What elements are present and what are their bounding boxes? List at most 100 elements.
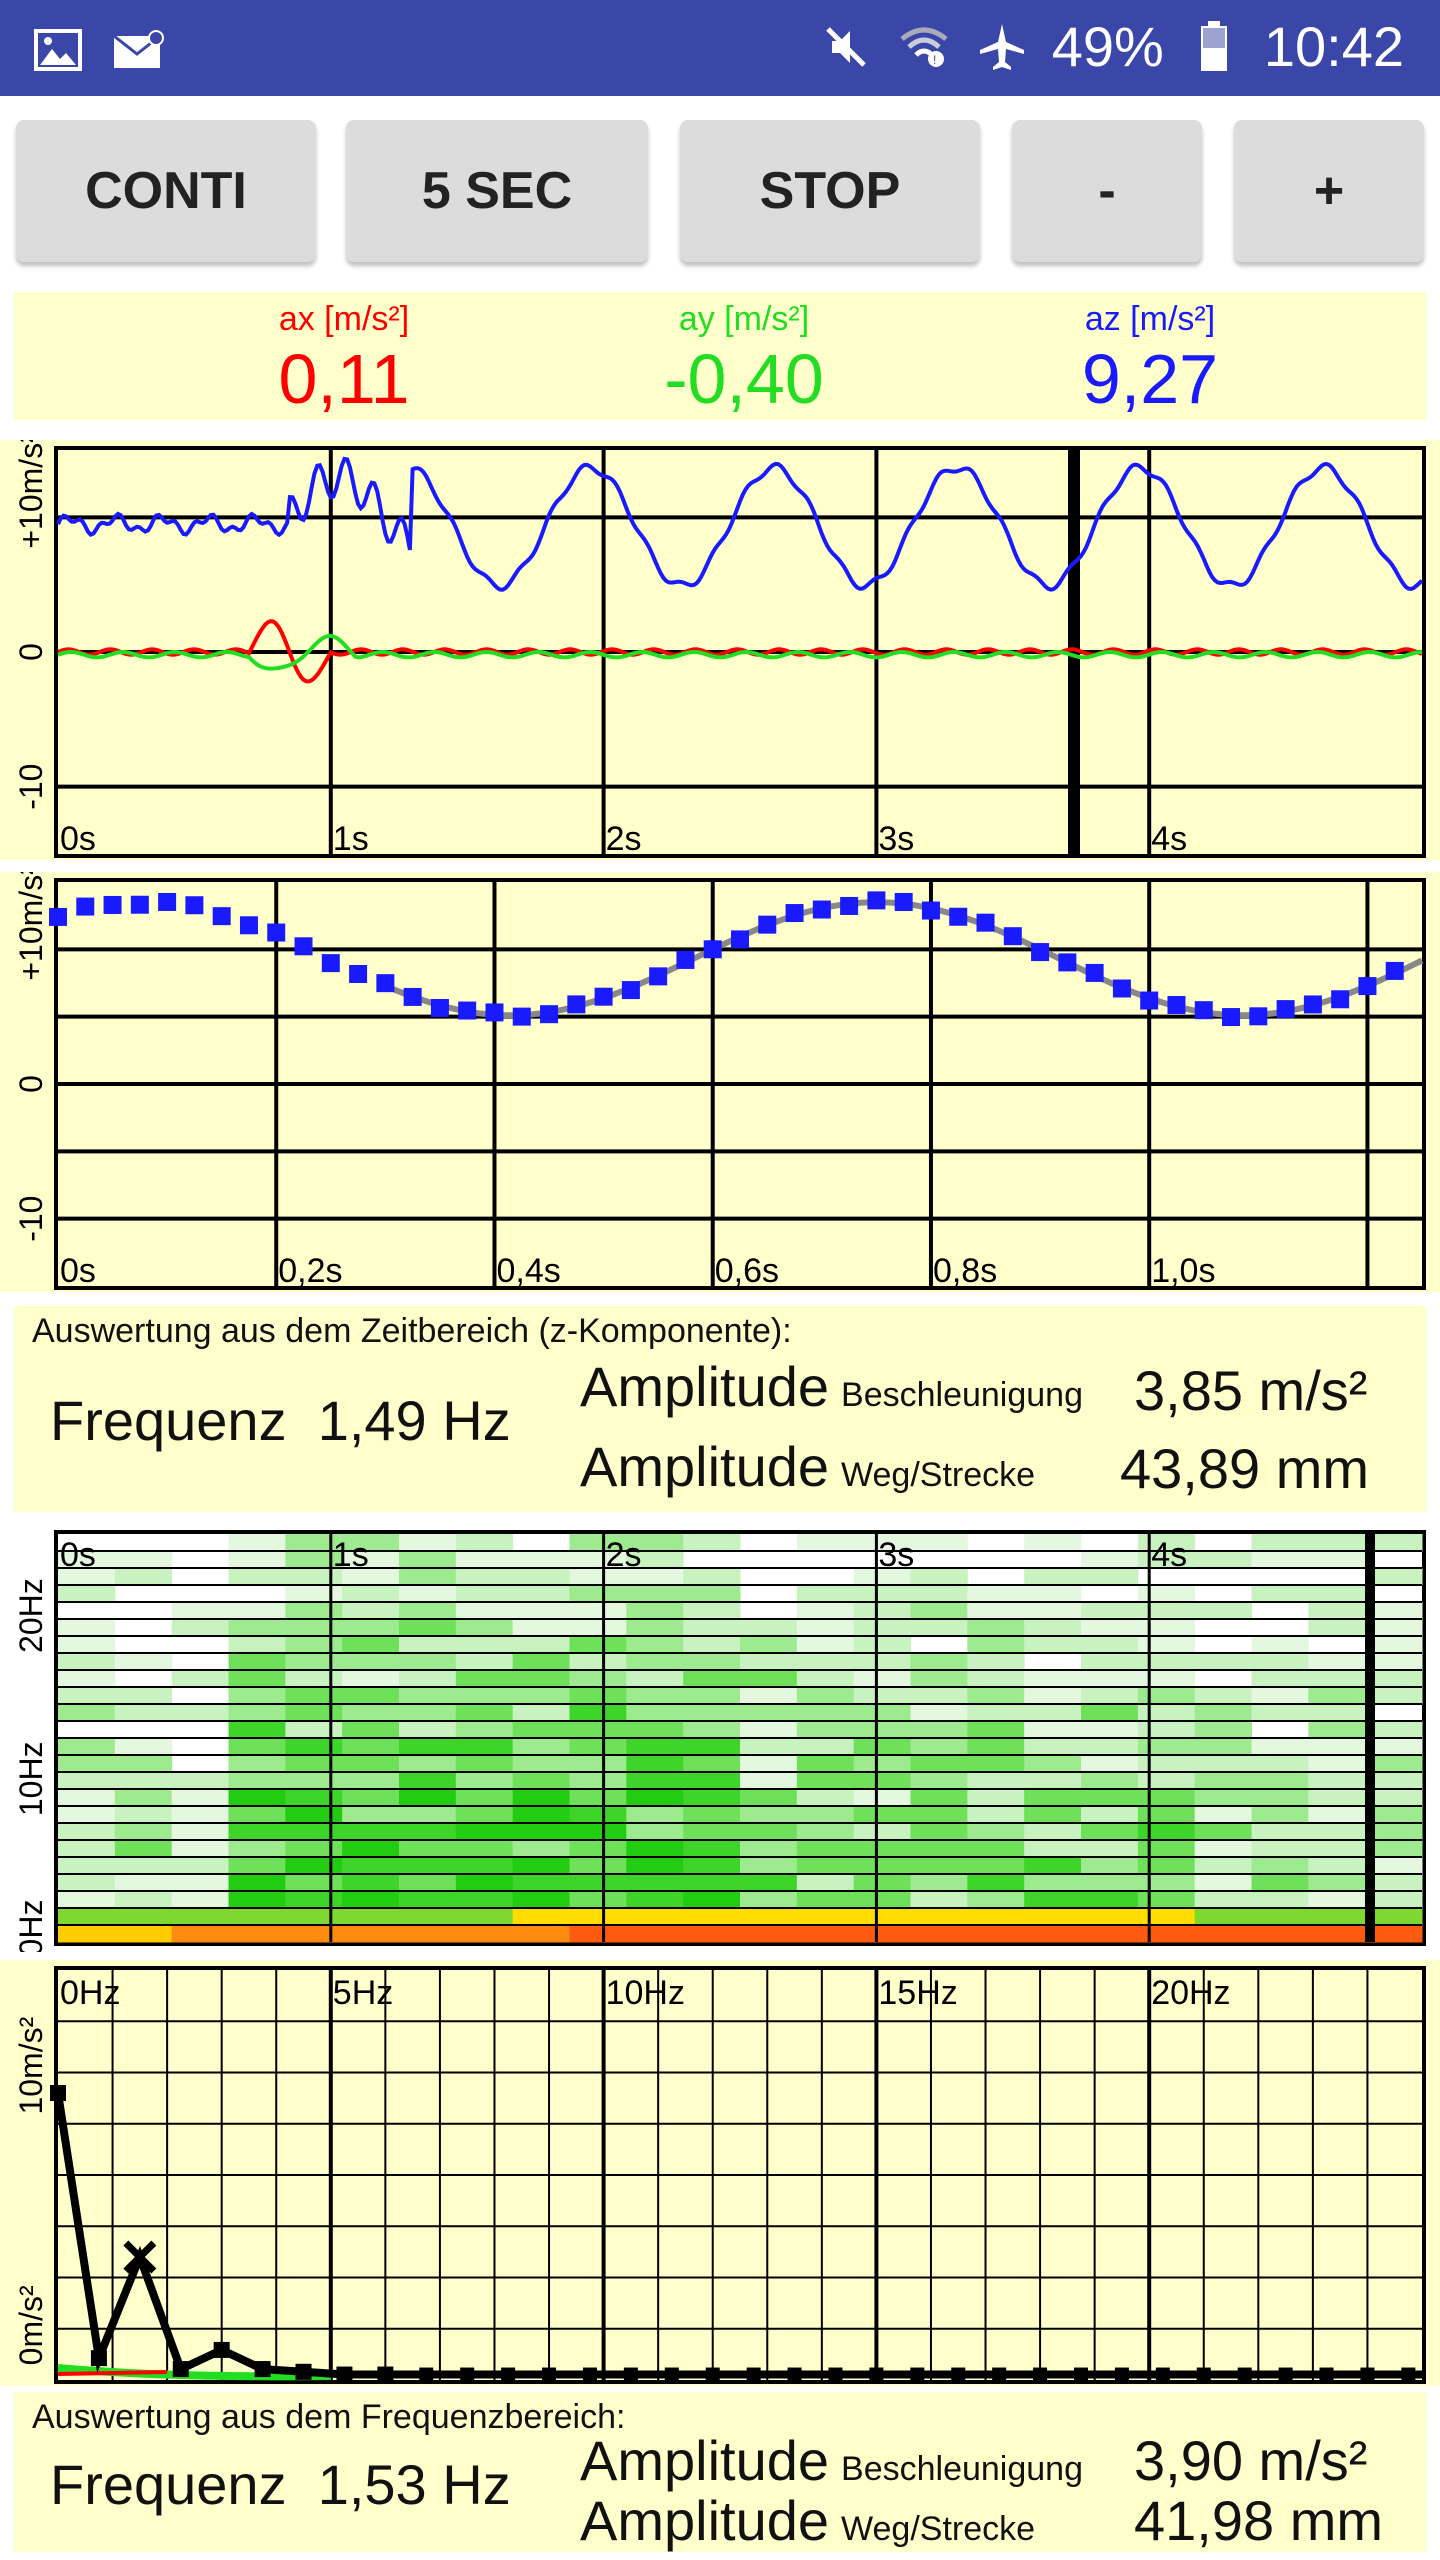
data-point	[747, 2368, 761, 2382]
spectrogram-cell	[626, 1670, 683, 1688]
spectrogram-cell	[342, 1687, 399, 1705]
data-point	[1320, 2368, 1334, 2382]
data-point	[1058, 953, 1076, 971]
spectrogram-cell	[967, 1925, 1024, 1943]
data-point	[1156, 2368, 1170, 2382]
x-tick-label: 1s	[333, 1536, 369, 1574]
frequency-evaluation-panel: Auswertung aus dem Frequenzbereich: Freq…	[14, 2392, 1426, 2552]
spectrogram-cell	[513, 1551, 570, 1569]
az-label: az [m/s²]	[1000, 300, 1300, 339]
spectrogram-cell	[172, 1789, 229, 1807]
spectrogram-cell	[570, 1721, 627, 1739]
x-tick-label: 0,2s	[278, 1252, 342, 1290]
spectrogram-cell	[854, 1806, 911, 1824]
spectrogram-cell	[911, 1789, 968, 1807]
spectrogram-cell	[342, 1857, 399, 1875]
spectrogram-cell	[911, 1840, 968, 1858]
spectrogram-cell	[1308, 1670, 1365, 1688]
spectrogram-cell	[1252, 1670, 1309, 1688]
spectrogram-cell	[626, 1687, 683, 1705]
spectrogram-cell	[115, 1891, 172, 1909]
spectrogram-cell	[1138, 1925, 1195, 1943]
spectrogram-cell	[1081, 1551, 1138, 1569]
spectrogram-cell	[513, 1857, 570, 1875]
spectrogram-cell	[456, 1670, 513, 1688]
spectrogram-cell	[1024, 1874, 1081, 1892]
spectrogram-cell	[229, 1568, 286, 1586]
spectrogram-cell	[967, 1704, 1024, 1722]
spectrogram-cell	[1081, 1789, 1138, 1807]
spectrogram-cell	[740, 1840, 797, 1858]
spectrogram-cell	[58, 1925, 115, 1943]
spectrogram-cell	[626, 1653, 683, 1671]
spectrogram-cell	[115, 1687, 172, 1705]
spectrogram-cell	[1138, 1874, 1195, 1892]
spectrogram-cell	[683, 1789, 740, 1807]
spectrum-svg: 0Hz5Hz10Hz15Hz20Hz 10m/s²0m/s²	[0, 1960, 1440, 2386]
spectrum-chart[interactable]: 0Hz5Hz10Hz15Hz20Hz 10m/s²0m/s²	[0, 1960, 1440, 2386]
spectrogram-cell	[683, 1704, 740, 1722]
spectrogram-cell	[911, 1823, 968, 1841]
spectrogram-cell	[967, 1721, 1024, 1739]
spectrogram-cell	[911, 1704, 968, 1722]
time-series-chart[interactable]: 0s1s2s3s4s +10m/s²0-10	[0, 440, 1440, 860]
spectrogram-cell	[797, 1687, 854, 1705]
data-point	[1249, 1007, 1267, 1025]
spectrogram-cell	[1024, 1602, 1081, 1620]
spectrogram-cell	[1308, 1534, 1365, 1552]
spectrogram-cell	[1138, 1755, 1195, 1773]
spectrogram-cell	[683, 1619, 740, 1637]
x-tick-label: 0s	[60, 1252, 96, 1290]
spectrogram-cell	[570, 1670, 627, 1688]
spectrogram-cell	[740, 1738, 797, 1756]
spectrogram-cell	[683, 1738, 740, 1756]
spectrogram-cell	[854, 1602, 911, 1620]
spectrogram-cell	[854, 1823, 911, 1841]
spectrogram-cell	[911, 1925, 968, 1943]
spectrogram-cell	[399, 1602, 456, 1620]
spectrogram-cell	[1138, 1636, 1195, 1654]
conti-button[interactable]: CONTI	[16, 120, 316, 262]
data-point	[419, 2368, 433, 2382]
stop-button[interactable]: STOP	[680, 120, 980, 262]
zoom-chart[interactable]: 0s0,2s0,4s0,6s0,8s1,0s +10m/s²0-10	[0, 872, 1440, 1292]
spectrogram-cell	[797, 1619, 854, 1637]
spectrogram-cell	[626, 1840, 683, 1858]
zoom-out-button[interactable]: -	[1012, 120, 1202, 262]
spectrogram-cell	[58, 1857, 115, 1875]
y-tick-label: -10	[13, 1196, 49, 1242]
spectrogram-cell	[911, 1908, 968, 1926]
5-sec-button[interactable]: 5 SEC	[346, 120, 648, 262]
spectrogram-cell	[513, 1585, 570, 1603]
spectrogram-cell	[456, 1568, 513, 1586]
spectrogram-cell	[797, 1704, 854, 1722]
spectrogram-cell	[797, 1806, 854, 1824]
data-point	[336, 2367, 352, 2383]
spectrogram-cell	[626, 1806, 683, 1824]
spectrogram-cell	[570, 1806, 627, 1824]
spectrogram-cell	[683, 1534, 740, 1552]
spectrogram-cell	[513, 1602, 570, 1620]
spectrogram-cell	[1024, 1721, 1081, 1739]
data-point	[1277, 1000, 1295, 1018]
spectrogram-cell	[1024, 1891, 1081, 1909]
spectrogram-cell	[967, 1840, 1024, 1858]
spectrogram-cell	[58, 1585, 115, 1603]
spectrogram-cell	[399, 1857, 456, 1875]
data-point	[992, 2368, 1006, 2382]
zoom-in-button[interactable]: +	[1234, 120, 1424, 262]
x-tick-label: 20Hz	[1151, 1974, 1230, 2012]
spectrogram-cell	[683, 1908, 740, 1926]
spectrogram-chart[interactable]: 0s1s2s3s4s 20Hz10Hz0Hz	[0, 1520, 1440, 1952]
x-tick-label: 10Hz	[606, 1974, 685, 2012]
spectrogram-cell	[797, 1891, 854, 1909]
spectrogram-cell	[229, 1755, 286, 1773]
spectrogram-cell	[342, 1823, 399, 1841]
spectrogram-cell	[570, 1687, 627, 1705]
spectrogram-cell	[740, 1908, 797, 1926]
spectrogram-cell	[570, 1908, 627, 1926]
spectrogram-cell	[911, 1874, 968, 1892]
spectrogram-cell	[854, 1670, 911, 1688]
spectrogram-cell	[399, 1874, 456, 1892]
spectrogram-cell	[570, 1823, 627, 1841]
